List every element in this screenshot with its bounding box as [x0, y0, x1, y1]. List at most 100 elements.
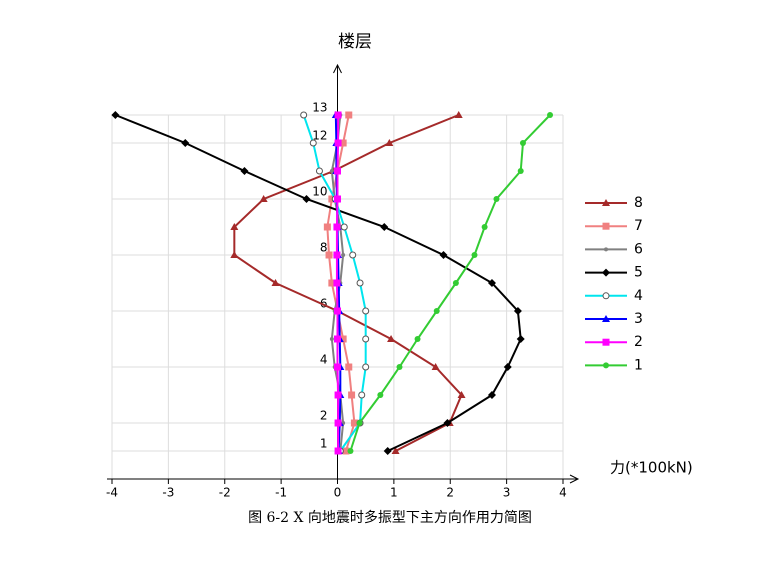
marker [362, 307, 370, 315]
marker [604, 247, 608, 252]
marker [602, 315, 610, 322]
marker [341, 253, 346, 257]
marker [513, 307, 522, 315]
y-tick-label: 8 [320, 241, 328, 255]
y-tick-label: 13 [312, 101, 327, 115]
marker [602, 222, 610, 230]
marker [452, 280, 459, 286]
marker [111, 111, 120, 119]
marker [271, 279, 280, 286]
marker [334, 139, 342, 147]
marker [345, 111, 353, 119]
y-tick-label: 12 [312, 129, 327, 143]
x-tick-label: 3 [503, 486, 511, 500]
marker [300, 111, 308, 119]
marker [181, 139, 190, 147]
y-axis-arrow [333, 63, 342, 74]
marker [334, 307, 341, 315]
marker [309, 139, 317, 147]
marker [487, 279, 496, 287]
marker [334, 335, 341, 343]
marker [333, 223, 341, 231]
marker [347, 448, 354, 454]
marker [439, 251, 448, 259]
marker [517, 168, 524, 174]
marker [334, 447, 342, 455]
x-tick-label: -3 [162, 486, 174, 500]
x-tick-label: -1 [275, 486, 287, 500]
legend-label: 7 [634, 218, 643, 234]
legend-label: 3 [634, 311, 643, 327]
chart-title: 图 6-2 X 向地震时多振型下主方向作用力简图 [248, 509, 532, 526]
legend-label: 5 [634, 265, 643, 281]
marker [334, 167, 341, 175]
marker [240, 167, 249, 175]
marker [487, 391, 496, 399]
marker [323, 223, 331, 231]
marker [333, 251, 341, 259]
marker [230, 223, 239, 230]
legend-label: 6 [634, 241, 643, 257]
x-tick-label: 0 [334, 486, 342, 500]
marker [481, 224, 488, 230]
marker [602, 338, 610, 346]
marker [443, 419, 452, 427]
marker [603, 362, 609, 369]
marker [325, 251, 333, 259]
marker [602, 199, 610, 206]
y-axis-label: 楼层 [338, 32, 372, 52]
marker [334, 195, 341, 203]
marker [350, 419, 358, 427]
marker [259, 195, 268, 202]
marker [362, 335, 370, 343]
series [230, 111, 466, 454]
x-tick-label: 4 [559, 486, 567, 500]
marker [414, 336, 421, 342]
series [333, 111, 342, 455]
x-axis-arrow [569, 474, 580, 484]
marker [516, 335, 525, 343]
marker [602, 268, 610, 277]
marker [519, 140, 526, 146]
legend-label: 2 [634, 334, 643, 350]
marker [356, 279, 364, 287]
x-tick-label: -4 [106, 486, 118, 500]
marker [334, 363, 341, 371]
marker [302, 195, 311, 203]
marker [334, 419, 342, 427]
marker [380, 223, 389, 231]
marker [454, 111, 463, 118]
marker [503, 363, 512, 371]
marker [391, 447, 400, 454]
marker [348, 391, 356, 399]
marker [387, 335, 396, 342]
marker [385, 139, 394, 146]
marker [433, 308, 440, 314]
y-tick-label: 1 [320, 437, 328, 451]
x-tick-label: -2 [219, 486, 231, 500]
marker [457, 391, 466, 398]
marker [431, 363, 440, 370]
y-tick-label: 4 [320, 353, 328, 367]
legend-label: 1 [634, 357, 643, 373]
series [111, 111, 525, 455]
y-tick-label: 10 [312, 185, 327, 199]
marker [471, 252, 478, 258]
marker [362, 363, 370, 371]
y-tick-label: 6 [320, 297, 328, 311]
legend-label: 8 [634, 195, 643, 211]
x-axis-label: 力(*100kN) [610, 459, 693, 477]
marker [339, 139, 347, 147]
marker [342, 447, 350, 455]
x-tick-label: 2 [446, 486, 454, 500]
marker [339, 335, 347, 343]
marker [493, 196, 500, 202]
marker [328, 279, 336, 287]
marker [345, 363, 353, 371]
marker [358, 391, 366, 399]
marker [396, 364, 403, 370]
x-tick-label: 1 [390, 486, 398, 500]
series [347, 112, 554, 454]
marker [602, 292, 610, 300]
marker [329, 337, 334, 341]
